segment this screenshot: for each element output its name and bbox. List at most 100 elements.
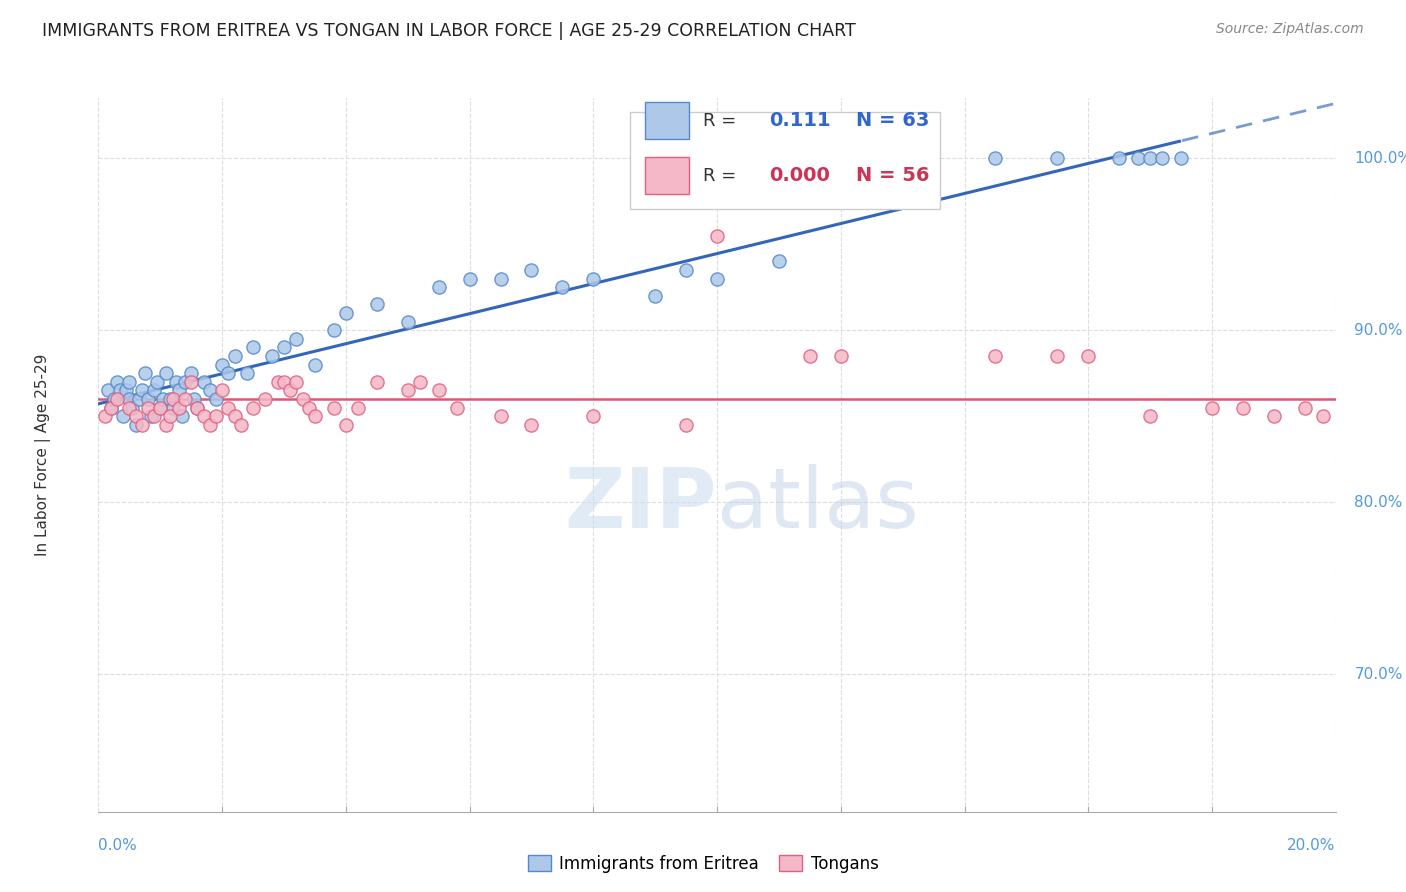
Point [582,271,605,285]
Point [366,375,388,389]
Point [322,401,344,415]
Text: IMMIGRANTS FROM ERITREA VS TONGAN IN LABOR FORCE | AGE 25-29 CORRELATION CHART: IMMIGRANTS FROM ERITREA VS TONGAN IN LAB… [42,22,856,40]
Text: R =: R = [703,167,737,185]
FancyBboxPatch shape [645,103,689,139]
Point [489,409,512,424]
Point [170,409,193,424]
Point [224,409,246,424]
Point [152,392,174,406]
Point [143,409,166,424]
Point [304,409,326,424]
Text: 90.0%: 90.0% [1354,323,1403,338]
Point [186,401,208,415]
Point [115,384,138,398]
Point [1108,151,1130,165]
Point [1152,151,1174,165]
Point [131,417,153,432]
Text: 0.111: 0.111 [769,112,831,130]
Point [180,366,202,380]
Point [675,417,697,432]
Point [183,392,205,406]
Text: 100.0%: 100.0% [1354,151,1406,166]
Point [1170,151,1192,165]
Point [236,366,259,380]
FancyBboxPatch shape [630,112,939,209]
Point [1232,401,1254,415]
Point [124,409,146,424]
Text: 0.0%: 0.0% [98,838,138,853]
Point [347,401,370,415]
Point [118,401,141,415]
Point [198,384,221,398]
Point [409,375,432,389]
Point [165,375,187,389]
Point [396,315,419,329]
Point [366,297,388,311]
Point [143,384,166,398]
Point [174,392,197,406]
Point [128,392,150,406]
Point [830,349,852,363]
Point [1294,401,1316,415]
Point [1201,401,1223,415]
Text: In Labor Force | Age 25-29: In Labor Force | Age 25-29 [35,354,51,556]
Point [100,401,122,415]
Point [458,271,481,285]
Point [167,401,190,415]
Point [706,271,728,285]
Point [1263,409,1285,424]
Point [146,375,169,389]
Point [198,417,221,432]
Point [205,392,228,406]
Text: Source: ZipAtlas.com: Source: ZipAtlas.com [1216,22,1364,37]
Point [93,409,115,424]
Point [984,151,1007,165]
Point [285,332,308,346]
Text: 80.0%: 80.0% [1354,495,1403,509]
Point [427,384,450,398]
Point [322,323,344,337]
Point [174,375,197,389]
Point [162,392,184,406]
Text: N = 56: N = 56 [856,166,929,186]
Point [149,401,172,415]
Text: N = 63: N = 63 [856,112,929,130]
Point [768,254,790,268]
Point [186,401,208,415]
Point [1312,409,1334,424]
Point [229,417,252,432]
Legend: Immigrants from Eritrea, Tongans: Immigrants from Eritrea, Tongans [520,848,886,880]
Point [278,384,301,398]
Point [242,401,264,415]
Point [139,409,162,424]
Point [489,271,512,285]
Point [396,384,419,398]
Point [254,392,277,406]
Point [136,401,159,415]
Point [131,384,153,398]
Point [205,409,228,424]
Point [799,349,821,363]
Text: R =: R = [703,112,737,130]
Point [984,349,1007,363]
Point [136,392,159,406]
Point [224,349,246,363]
Point [260,349,283,363]
Point [520,263,543,277]
Point [162,401,184,415]
Point [267,375,290,389]
Point [1077,349,1099,363]
Point [134,366,156,380]
Point [582,409,605,424]
Point [118,375,141,389]
Point [1046,151,1069,165]
Text: 0.000: 0.000 [769,166,830,186]
Text: 70.0%: 70.0% [1354,666,1403,681]
Point [335,417,357,432]
Point [124,417,146,432]
Point [155,417,177,432]
Point [211,358,233,372]
Point [97,384,120,398]
Point [1139,151,1161,165]
Point [1139,409,1161,424]
